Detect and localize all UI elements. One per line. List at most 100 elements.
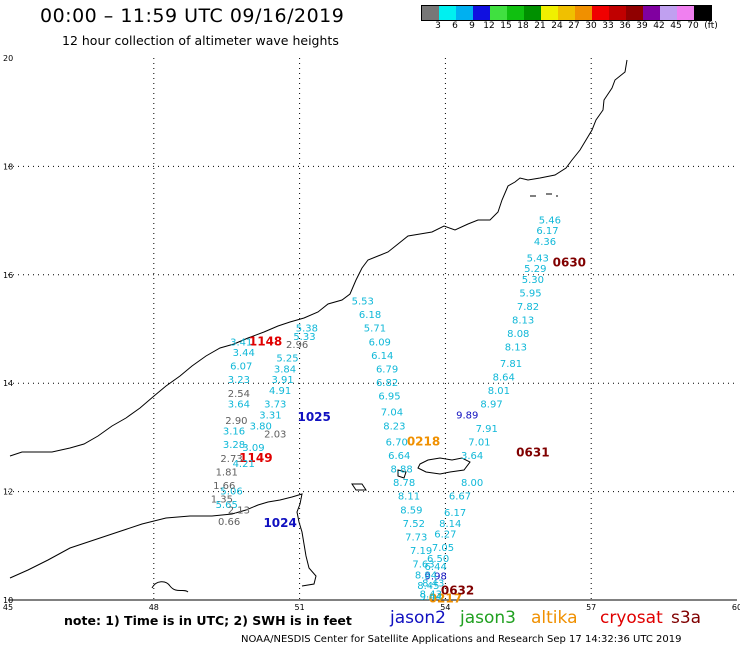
wave-height-label: 8.97: [480, 400, 502, 411]
wave-height-label: 5.30: [522, 275, 544, 286]
pass-time-label: 1025: [297, 410, 330, 424]
wave-height-label: 4.36: [534, 237, 556, 248]
colorbar-swatch: [439, 6, 456, 20]
colorbar-swatch: [643, 6, 660, 20]
pass-time-label: 0217: [429, 592, 462, 606]
colorbar-tick-label: 42: [653, 21, 665, 31]
colorbar-swatch: [490, 6, 507, 20]
y-tick-label: 20: [3, 54, 13, 63]
coastal-feature: [151, 581, 189, 593]
wave-height-label: 5.06: [220, 486, 242, 497]
wave-height-label: 3.28: [223, 440, 245, 451]
colorbar-swatch: [592, 6, 609, 20]
wave-height-label: 1.66: [213, 481, 235, 492]
wave-height-label: 5.43: [527, 253, 549, 264]
wave-height-label: 8.84: [415, 570, 437, 581]
colorbar-swatch: [541, 6, 558, 20]
x-tick-label: 45: [3, 603, 13, 612]
wave-height-label: 1.35: [211, 494, 233, 505]
legend-altika: altika: [531, 608, 578, 628]
wave-height-label: 3.09: [242, 443, 264, 454]
wave-height-label: 8.13: [505, 343, 527, 354]
wave-height-label: 6.79: [376, 364, 398, 375]
wave-height-label: 6.44: [425, 562, 447, 573]
wave-height-label: 8.14: [439, 519, 461, 530]
colorbar-tick-label: 12: [483, 21, 495, 31]
wave-height-label: 3.91: [271, 375, 293, 386]
wave-height-label: 6.82: [376, 378, 398, 389]
pass-time-label: 1024: [263, 516, 296, 530]
wave-height-label: 9.98: [425, 571, 447, 582]
colorbar-tick-label: 6: [452, 21, 458, 31]
colorbar-tick-label: 39: [636, 21, 648, 31]
wave-height-label: 5.53: [352, 297, 374, 308]
wave-height-label: 6.95: [378, 391, 400, 402]
wave-height-label: 5.46: [539, 215, 561, 226]
legend-jason3: jason3: [460, 608, 516, 628]
wave-height-label: 3.80: [250, 421, 272, 432]
wave-height-label: 3.64: [228, 400, 250, 411]
colorbar-tick-label: 18: [517, 21, 529, 31]
wave-height-label: 5.29: [524, 264, 546, 275]
colorbar-tick-label: 36: [619, 21, 631, 31]
colorbar-swatch: [575, 6, 592, 20]
wave-height-label: 6.18: [359, 310, 381, 321]
wave-height-label: 6.67: [449, 492, 471, 503]
legend-s3a: s3a: [671, 608, 702, 628]
wave-height-label: 6.50: [427, 554, 449, 565]
wave-height-label: 5.38: [296, 324, 318, 335]
wave-height-label: 6.17: [536, 226, 558, 237]
wave-height-label: 3.44: [233, 348, 255, 359]
wave-height-label: 6.17: [444, 508, 466, 519]
wave-height-label: 6.64: [388, 451, 410, 462]
arabian-coast: [9, 59, 628, 457]
wave-height-label: 2.90: [225, 416, 247, 427]
colorbar-tick-label: 70: [687, 21, 699, 31]
colorbar-tick-label: 45: [670, 21, 682, 31]
pass-time-label: 1148: [249, 334, 282, 348]
colorbar-tick-label: 9: [469, 21, 475, 31]
wave-height-label: 8.08: [507, 329, 529, 340]
wave-height-label: 8.11: [398, 492, 420, 503]
wave-height-label: 2.54: [228, 389, 250, 400]
wave-height-label: 7.01: [468, 438, 490, 449]
colorbar-swatch: [524, 6, 541, 20]
colorbar-swatch: [694, 6, 711, 20]
wave-height-label: 8.88: [391, 465, 413, 476]
wave-height-label: 7.04: [381, 408, 403, 419]
wave-height-label: 5.65: [216, 500, 238, 511]
wave-height-label: 0.66: [218, 517, 240, 528]
african-coast: [9, 493, 317, 587]
wave-height-label: 3.16: [223, 427, 245, 438]
wave-height-label: 5.25: [276, 354, 298, 365]
y-tick-label: 18: [3, 162, 13, 171]
wave-height-label: 5.95: [519, 288, 541, 299]
footer-credit: NOAA/NESDIS Center for Satellite Applica…: [241, 634, 682, 645]
wave-height-label: 2.03: [264, 429, 286, 440]
wave-height-label: 8.43: [422, 578, 444, 589]
colorbar-swatch: [456, 6, 473, 20]
wave-height-label: 8.59: [400, 505, 422, 516]
wave-height-label: 7.05: [432, 543, 454, 554]
pass-time-label: 0631: [516, 445, 549, 459]
wave-height-label: 6.14: [371, 351, 393, 362]
colorbar-swatch: [558, 6, 575, 20]
wave-height-label: 5.33: [293, 332, 315, 343]
wave-height-label: 9.89: [456, 410, 478, 421]
small-island: [351, 483, 367, 491]
wave-height-label: 1.81: [216, 467, 238, 478]
wave-height-label: 8.64: [493, 372, 515, 383]
wave-height-label: 9.44: [420, 592, 442, 603]
wave-height-label: 5.71: [364, 324, 386, 335]
socotra-island: [417, 457, 471, 475]
y-tick-label: 12: [3, 488, 13, 497]
pass-time-label: 1149: [239, 451, 272, 465]
kuria-muria-islands: [530, 193, 558, 197]
x-tick-label: 57: [586, 603, 596, 612]
x-tick-label: 60: [732, 603, 740, 612]
colorbar-ticks: 3 6 9 12 15 18 21 24 27 30 33 36 39 42 45 70 (ft): [421, 21, 740, 33]
colorbar-tick-label: 15: [500, 21, 512, 31]
wave-height-label: 3.31: [259, 410, 281, 421]
wave-height-label: 8.13: [512, 316, 534, 327]
